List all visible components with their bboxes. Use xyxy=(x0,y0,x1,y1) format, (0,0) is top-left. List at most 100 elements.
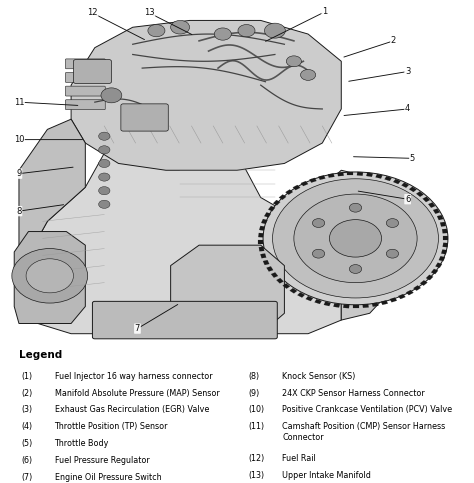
Text: (11): (11) xyxy=(249,422,265,431)
Circle shape xyxy=(349,203,362,212)
Text: 4: 4 xyxy=(405,104,410,114)
Text: Manifold Absolute Pressure (MAP) Sensor: Manifold Absolute Pressure (MAP) Sensor xyxy=(55,389,219,398)
Circle shape xyxy=(264,23,285,38)
Bar xyxy=(384,176,392,181)
Text: 1: 1 xyxy=(322,7,328,16)
Text: Throttle Body: Throttle Body xyxy=(55,439,109,448)
Bar xyxy=(290,288,297,293)
Circle shape xyxy=(99,200,110,208)
Bar xyxy=(442,229,447,233)
Bar xyxy=(366,172,373,177)
Bar xyxy=(437,215,443,220)
Circle shape xyxy=(171,20,190,34)
Circle shape xyxy=(386,249,399,258)
Bar xyxy=(347,172,353,175)
Bar xyxy=(319,175,325,180)
Text: Engine Oil Pressure Switch: Engine Oil Pressure Switch xyxy=(55,473,161,482)
Bar xyxy=(259,226,265,230)
FancyBboxPatch shape xyxy=(73,59,111,84)
Bar xyxy=(315,299,322,304)
Bar xyxy=(263,260,269,265)
Circle shape xyxy=(214,28,231,40)
Text: Legend: Legend xyxy=(19,351,62,360)
Bar xyxy=(443,243,448,247)
Polygon shape xyxy=(322,170,389,320)
Polygon shape xyxy=(171,245,284,334)
FancyBboxPatch shape xyxy=(65,72,105,83)
Bar xyxy=(264,213,271,217)
Circle shape xyxy=(99,186,110,195)
Text: Camshaft Position (CMP) Sensor Harness
Connector: Camshaft Position (CMP) Sensor Harness C… xyxy=(282,422,445,441)
Circle shape xyxy=(99,146,110,154)
Polygon shape xyxy=(71,20,341,170)
Bar xyxy=(258,240,263,244)
Bar xyxy=(353,305,359,308)
Circle shape xyxy=(286,56,301,67)
Bar xyxy=(428,202,435,208)
Text: Upper Intake Manifold: Upper Intake Manifold xyxy=(282,471,371,480)
Bar xyxy=(390,298,397,302)
Bar xyxy=(261,219,267,224)
Circle shape xyxy=(238,25,255,37)
Bar xyxy=(259,247,264,251)
Circle shape xyxy=(386,219,399,227)
Bar xyxy=(297,292,305,298)
Bar xyxy=(276,278,283,284)
Bar xyxy=(328,173,334,178)
Circle shape xyxy=(99,159,110,168)
Bar xyxy=(436,263,442,268)
Bar xyxy=(372,302,378,307)
Polygon shape xyxy=(19,119,85,299)
Text: Knock Sensor (KS): Knock Sensor (KS) xyxy=(282,372,356,381)
Bar xyxy=(301,181,308,186)
Text: Exhaust Gas Recirculation (EGR) Valve: Exhaust Gas Recirculation (EGR) Valve xyxy=(55,406,209,414)
Bar xyxy=(423,197,430,202)
Text: Fuel Rail: Fuel Rail xyxy=(282,454,316,463)
Bar xyxy=(266,267,273,271)
Text: (1): (1) xyxy=(21,372,32,381)
Bar xyxy=(268,206,275,211)
Text: (7): (7) xyxy=(21,473,33,482)
Bar xyxy=(337,172,344,176)
Circle shape xyxy=(312,249,325,258)
Bar xyxy=(413,285,421,291)
Bar xyxy=(324,301,331,306)
Text: 12: 12 xyxy=(87,8,98,17)
FancyBboxPatch shape xyxy=(65,100,105,110)
Bar xyxy=(343,304,349,308)
Bar xyxy=(306,296,313,301)
Text: 9: 9 xyxy=(16,169,22,178)
Bar xyxy=(440,222,446,227)
Circle shape xyxy=(301,70,316,80)
Text: (3): (3) xyxy=(21,406,32,414)
Bar xyxy=(401,183,409,188)
Circle shape xyxy=(101,88,122,103)
Bar xyxy=(381,300,388,305)
Text: Fuel Injector 16 way harness connector: Fuel Injector 16 way harness connector xyxy=(55,372,212,381)
Bar xyxy=(441,250,447,254)
Circle shape xyxy=(329,220,382,257)
Circle shape xyxy=(294,194,417,283)
Text: (5): (5) xyxy=(21,439,33,448)
FancyBboxPatch shape xyxy=(65,59,105,69)
Bar xyxy=(363,304,369,308)
Circle shape xyxy=(26,259,73,293)
Bar xyxy=(433,209,440,214)
FancyBboxPatch shape xyxy=(121,104,168,131)
Bar xyxy=(357,172,363,176)
Bar xyxy=(271,272,278,278)
Bar xyxy=(283,284,290,289)
Bar xyxy=(310,178,317,183)
Bar xyxy=(260,254,266,258)
Bar xyxy=(285,189,293,195)
Bar xyxy=(279,195,286,200)
Bar xyxy=(293,185,300,190)
Text: Fuel Pressure Regulator: Fuel Pressure Regulator xyxy=(55,456,149,465)
Text: 24X CKP Sensor Harness Connector: 24X CKP Sensor Harness Connector xyxy=(282,389,425,398)
Polygon shape xyxy=(14,231,85,324)
Circle shape xyxy=(12,249,88,303)
Text: (10): (10) xyxy=(249,406,265,414)
Circle shape xyxy=(99,132,110,140)
Text: 10: 10 xyxy=(14,135,24,144)
Text: (9): (9) xyxy=(249,389,260,398)
